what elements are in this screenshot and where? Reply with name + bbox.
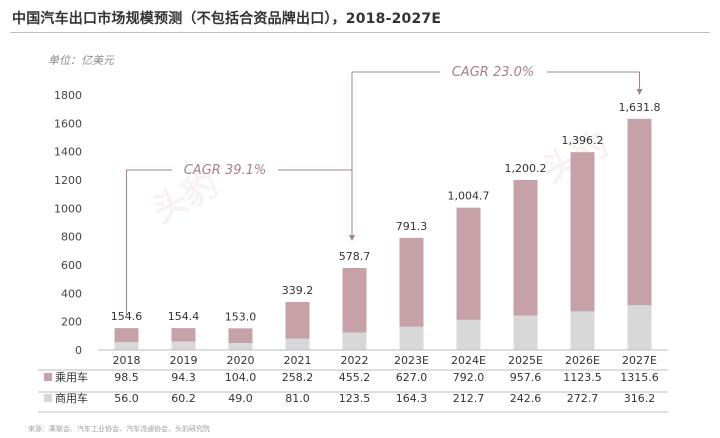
y-tick-label: 1400	[54, 146, 82, 159]
chart-title: 中国汽车出口市场规模预测（不包括合资品牌出口），2018-2027E	[12, 11, 442, 27]
y-tick-label: 800	[61, 231, 82, 244]
x-tick-label: 2020	[227, 354, 255, 367]
bar-commercial	[513, 315, 538, 350]
y-tick-label: 1800	[54, 89, 82, 102]
table-cell: 123.5	[339, 392, 371, 405]
table-cell: 56.0	[114, 392, 139, 405]
bar-commercial	[399, 326, 424, 350]
source-note: 来源：乘联会、汽车工业协会、汽车流通协会、头豹研究院	[28, 425, 210, 433]
table-cell: 49.0	[228, 392, 253, 405]
table-cell: 242.6	[510, 392, 542, 405]
cagr-label: CAGR 39.1%	[184, 163, 267, 178]
x-tick-label: 2019	[170, 354, 198, 367]
table-cell: 1315.6	[620, 371, 659, 384]
total-label: 1,004.7	[448, 190, 490, 203]
total-label: 1,200.2	[505, 162, 547, 175]
y-tick-label: 1600	[54, 117, 82, 130]
y-tick-label: 400	[61, 287, 82, 300]
title-divider	[10, 32, 710, 33]
table-cell: 94.3	[171, 371, 196, 384]
bar-commercial	[285, 338, 310, 350]
bar-passenger	[342, 268, 367, 333]
bar-passenger	[285, 301, 310, 339]
y-tick-label: 600	[61, 259, 82, 272]
bar-commercial	[228, 343, 253, 350]
bar-commercial	[342, 332, 367, 350]
x-tick-label: 2027E	[622, 354, 657, 367]
legend-swatch	[44, 394, 52, 402]
total-label: 339.2	[282, 284, 314, 297]
bar-commercial	[570, 311, 595, 350]
bar-commercial	[627, 305, 652, 350]
x-tick-label: 2018	[113, 354, 141, 367]
bar-passenger	[513, 179, 538, 316]
y-tick-label: 200	[61, 316, 82, 329]
table-cell: 792.0	[453, 371, 485, 384]
legend-label: 商用车	[55, 391, 88, 405]
legend-label: 乘用车	[55, 370, 88, 384]
total-label: 153.0	[225, 310, 257, 323]
table-cell: 316.2	[624, 392, 656, 405]
table-cell: 1123.5	[563, 371, 602, 384]
bar-passenger	[627, 118, 652, 306]
bar-passenger	[456, 207, 481, 320]
cagr-connector	[126, 169, 172, 318]
x-tick-label: 2024E	[451, 354, 486, 367]
bar-commercial	[456, 319, 481, 350]
y-tick-label: 1200	[54, 174, 82, 187]
y-tick-label: 0	[75, 344, 82, 357]
bar-passenger	[114, 328, 139, 343]
table-cell: 212.7	[453, 392, 485, 405]
x-tick-label: 2023E	[394, 354, 429, 367]
bar-passenger	[570, 152, 595, 312]
bar-passenger	[228, 328, 253, 344]
table-cell: 272.7	[567, 392, 599, 405]
table-cell: 60.2	[171, 392, 196, 405]
x-tick-label: 2025E	[508, 354, 543, 367]
legend-swatch	[44, 373, 52, 381]
unit-label: 单位：亿美元	[48, 54, 114, 67]
table-cell: 627.0	[396, 371, 428, 384]
table-cell: 98.5	[114, 371, 139, 384]
total-label: 791.3	[396, 220, 428, 233]
total-label: 578.7	[339, 250, 371, 263]
cagr-label: CAGR 23.0%	[452, 65, 535, 80]
table-cell: 81.0	[285, 392, 310, 405]
table-cell: 455.2	[339, 371, 371, 384]
total-label: 154.4	[168, 310, 200, 323]
bar-commercial	[114, 342, 139, 350]
total-label: 1,396.2	[562, 134, 604, 147]
bar-passenger	[171, 328, 196, 342]
y-tick-label: 1000	[54, 202, 82, 215]
x-tick-label: 2021	[284, 354, 312, 367]
table-cell: 957.6	[510, 371, 542, 384]
x-tick-label: 2022	[341, 354, 369, 367]
table-cell: 164.3	[396, 392, 428, 405]
total-label: 1,631.8	[619, 101, 661, 114]
table-cell: 104.0	[225, 371, 257, 384]
bar-commercial	[171, 341, 196, 350]
table-cell: 258.2	[282, 371, 314, 384]
bar-passenger	[399, 237, 424, 327]
x-tick-label: 2026E	[565, 354, 600, 367]
